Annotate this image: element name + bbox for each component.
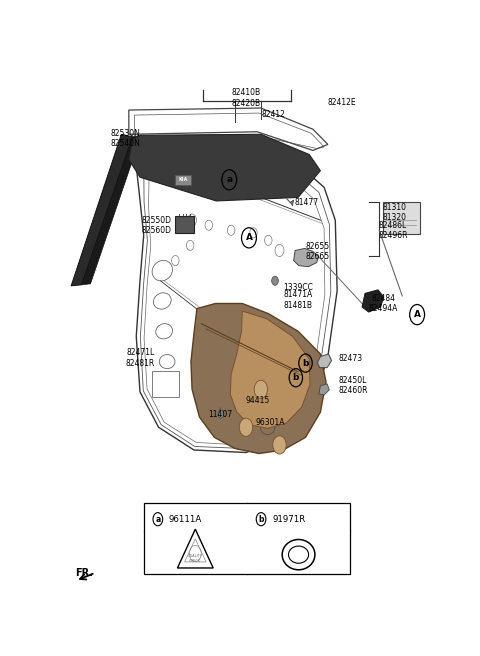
Text: FR.: FR. <box>75 568 93 578</box>
Text: QUALITY
CHECK: QUALITY CHECK <box>188 554 203 563</box>
Text: a: a <box>155 515 160 523</box>
Polygon shape <box>362 290 384 312</box>
Circle shape <box>254 380 267 398</box>
Polygon shape <box>175 174 191 185</box>
Polygon shape <box>290 200 294 206</box>
Circle shape <box>240 418 252 436</box>
Polygon shape <box>82 135 141 285</box>
Circle shape <box>273 436 286 454</box>
Text: b: b <box>302 359 309 367</box>
Text: 82655
82665: 82655 82665 <box>305 242 330 261</box>
Text: KIA: KIA <box>178 177 188 182</box>
Text: 82530N
82540N: 82530N 82540N <box>110 129 140 148</box>
Text: 82486L
82496R: 82486L 82496R <box>378 220 408 240</box>
Polygon shape <box>178 529 213 568</box>
Text: A: A <box>245 234 252 242</box>
Polygon shape <box>317 354 332 367</box>
Text: 82471L
82481R: 82471L 82481R <box>126 348 155 368</box>
Text: 82412: 82412 <box>262 110 286 119</box>
FancyBboxPatch shape <box>383 202 420 234</box>
FancyBboxPatch shape <box>144 503 350 574</box>
Text: b: b <box>258 515 264 523</box>
Text: 91971R: 91971R <box>272 515 305 523</box>
Polygon shape <box>294 249 319 266</box>
Circle shape <box>251 396 257 405</box>
Polygon shape <box>319 384 329 395</box>
Text: 81310
81320: 81310 81320 <box>383 203 407 222</box>
Text: 11407: 11407 <box>208 410 232 419</box>
Text: 81477: 81477 <box>294 198 319 207</box>
Text: b: b <box>293 373 299 382</box>
Text: A: A <box>414 310 420 319</box>
Text: 1339CC: 1339CC <box>283 283 313 292</box>
Text: 82484
82494A: 82484 82494A <box>369 294 398 313</box>
Text: 96111A: 96111A <box>169 515 202 523</box>
Text: a: a <box>226 175 232 184</box>
Text: 82473: 82473 <box>338 354 362 363</box>
Polygon shape <box>191 304 326 453</box>
Polygon shape <box>71 134 132 286</box>
FancyBboxPatch shape <box>175 216 194 234</box>
Text: 96301A: 96301A <box>255 418 285 426</box>
Circle shape <box>272 276 278 285</box>
Circle shape <box>218 410 224 418</box>
Text: 82410B
82420B: 82410B 82420B <box>231 88 261 108</box>
Text: 82412E: 82412E <box>328 98 357 108</box>
Text: 81471A
81481B: 81471A 81481B <box>283 290 312 310</box>
Polygon shape <box>129 134 321 201</box>
Text: 94415: 94415 <box>245 396 269 405</box>
Text: 82450L
82460R: 82450L 82460R <box>338 376 368 395</box>
Text: 82550D
82560D: 82550D 82560D <box>142 216 172 235</box>
Polygon shape <box>230 311 310 428</box>
